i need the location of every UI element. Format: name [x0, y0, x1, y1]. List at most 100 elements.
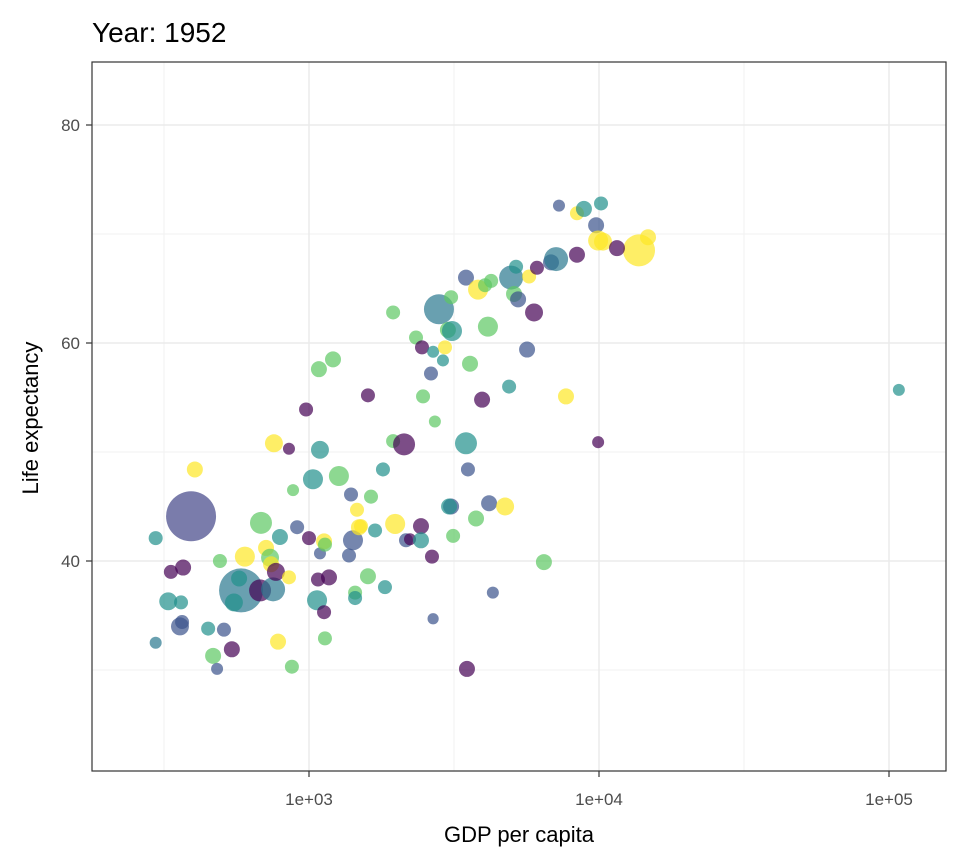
- data-point: [205, 647, 222, 664]
- x-axis-title: GDP per capita: [444, 822, 595, 847]
- points: [148, 196, 905, 677]
- grid: [92, 62, 946, 771]
- data-point: [159, 592, 178, 611]
- data-point: [325, 351, 342, 368]
- data-point: [427, 345, 440, 358]
- data-point: [412, 518, 429, 535]
- data-point: [462, 355, 479, 372]
- data-point: [486, 586, 499, 599]
- data-point: [344, 487, 359, 502]
- data-point: [496, 497, 515, 516]
- data-point: [510, 291, 527, 308]
- data-point: [427, 613, 439, 625]
- y-tick-label: 60: [61, 334, 80, 353]
- data-point: [588, 217, 605, 234]
- data-point: [271, 529, 288, 546]
- data-point: [481, 495, 498, 512]
- data-point: [557, 388, 574, 405]
- data-point: [525, 303, 544, 322]
- data-point: [509, 259, 524, 274]
- data-point: [216, 622, 231, 637]
- data-point: [393, 433, 416, 456]
- data-point: [892, 383, 905, 396]
- y-tick-label: 80: [61, 116, 80, 135]
- data-point: [468, 510, 485, 527]
- data-point: [149, 636, 162, 649]
- data-point: [477, 316, 498, 337]
- data-point: [224, 593, 243, 612]
- data-point: [404, 533, 417, 546]
- data-point: [148, 531, 163, 546]
- data-point: [301, 531, 317, 546]
- data-point: [342, 530, 364, 551]
- data-point: [437, 340, 452, 355]
- data-point: [349, 502, 365, 517]
- data-point: [424, 549, 439, 564]
- data-point: [444, 290, 459, 305]
- x-tick-label: 1e+03: [285, 790, 333, 809]
- data-point: [302, 469, 323, 490]
- data-point: [261, 577, 286, 602]
- data-point: [174, 595, 189, 610]
- data-point: [474, 391, 491, 408]
- data-point: [360, 388, 375, 403]
- chart-title: Year: 1952: [92, 17, 226, 48]
- data-point: [266, 562, 285, 581]
- data-point: [575, 200, 592, 217]
- data-point: [328, 465, 349, 486]
- data-point: [594, 232, 612, 251]
- data-point: [436, 354, 449, 367]
- data-point: [249, 511, 272, 534]
- y-axis-title: Life expectancy: [18, 342, 43, 495]
- data-point: [457, 269, 474, 286]
- panel-border: [91, 61, 947, 772]
- data-point: [446, 528, 461, 543]
- data-point: [375, 462, 390, 477]
- data-point: [353, 519, 368, 534]
- data-point: [281, 570, 296, 585]
- data-point: [264, 434, 283, 453]
- data-point: [519, 341, 536, 358]
- data-point: [299, 402, 314, 417]
- data-point: [377, 580, 392, 595]
- data-point: [454, 432, 477, 455]
- data-point: [441, 498, 458, 515]
- data-point: [270, 633, 287, 650]
- data-point: [310, 440, 329, 459]
- data-point: [166, 491, 217, 542]
- data-point: [282, 442, 295, 455]
- data-point: [441, 320, 462, 342]
- data-point: [416, 389, 431, 404]
- x-tick-label: 1e+05: [865, 790, 913, 809]
- data-point: [359, 568, 376, 585]
- data-point: [307, 590, 328, 611]
- data-point: [594, 196, 609, 211]
- x-tick-label: 1e+04: [575, 790, 623, 809]
- data-point: [290, 520, 305, 535]
- data-point: [640, 229, 657, 246]
- data-point: [460, 462, 475, 477]
- data-point: [386, 305, 401, 320]
- data-point: [170, 617, 189, 636]
- data-point: [552, 199, 565, 212]
- data-point: [201, 621, 216, 636]
- data-point: [287, 484, 300, 497]
- data-point: [415, 340, 430, 355]
- data-point: [317, 537, 332, 552]
- data-point: [592, 436, 605, 449]
- data-point: [428, 415, 441, 428]
- data-point: [186, 461, 203, 478]
- data-point: [423, 366, 438, 381]
- y-tick-label: 40: [61, 552, 80, 571]
- data-point: [211, 662, 224, 675]
- data-point: [310, 361, 327, 378]
- data-point: [342, 548, 357, 563]
- data-point: [458, 660, 475, 677]
- data-point: [348, 591, 363, 606]
- data-point: [317, 631, 332, 646]
- data-point: [368, 523, 383, 538]
- data-point: [231, 570, 248, 587]
- data-point: [568, 246, 585, 263]
- data-point: [363, 489, 379, 504]
